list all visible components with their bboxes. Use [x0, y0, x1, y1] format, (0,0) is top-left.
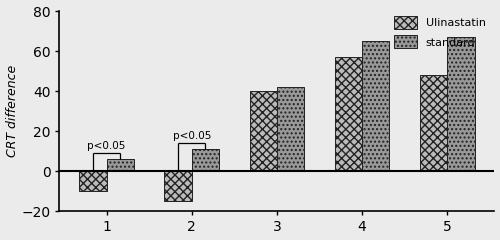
- Bar: [277, 87, 304, 171]
- Bar: [250, 91, 277, 171]
- Bar: [448, 37, 474, 171]
- Bar: [420, 75, 448, 171]
- Bar: [164, 171, 192, 201]
- Bar: [362, 41, 390, 171]
- Y-axis label: CRT difference: CRT difference: [6, 65, 18, 157]
- Bar: [335, 57, 362, 171]
- Bar: [192, 149, 219, 171]
- Text: p<0.05: p<0.05: [88, 141, 126, 151]
- Legend: Ulinastatin, standard: Ulinastatin, standard: [391, 13, 489, 52]
- Text: p<0.05: p<0.05: [172, 131, 211, 141]
- Bar: [80, 171, 106, 191]
- Bar: [106, 159, 134, 171]
